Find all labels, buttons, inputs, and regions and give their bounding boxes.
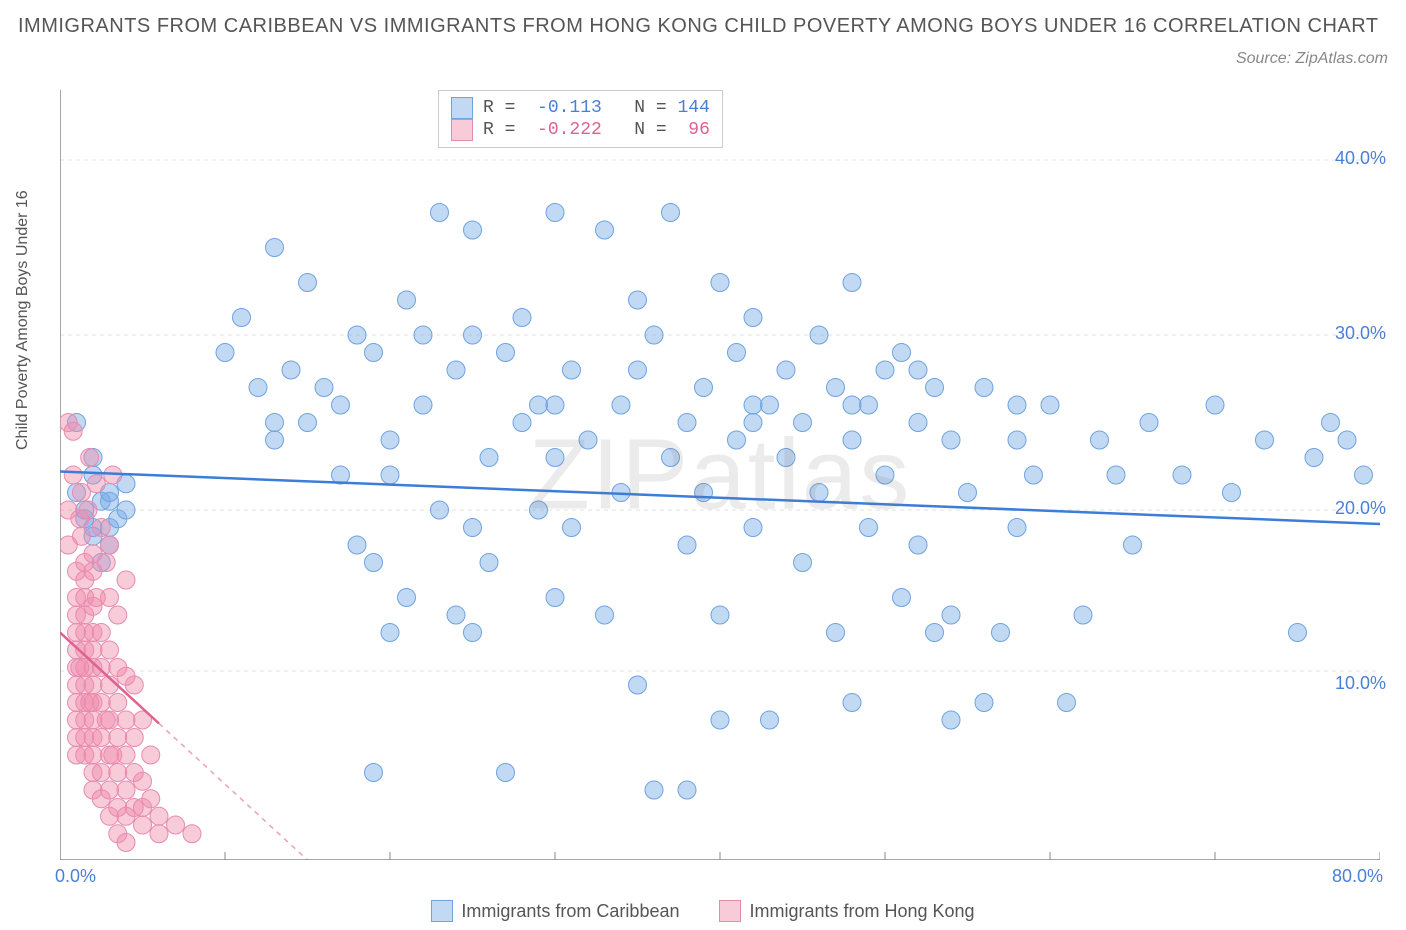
legend-swatch bbox=[451, 97, 473, 119]
legend-row: R = -0.222 N = 96 bbox=[451, 119, 710, 141]
chart-area: ZIPatlas bbox=[60, 90, 1380, 860]
legend-row: R = -0.113 N = 144 bbox=[451, 97, 710, 119]
stats-legend: R = -0.113 N = 144R = -0.222 N = 96 bbox=[438, 90, 723, 148]
x-tick-label: 80.0% bbox=[1332, 866, 1383, 887]
legend-item: Immigrants from Hong Kong bbox=[719, 900, 974, 922]
legend-swatch bbox=[719, 900, 741, 922]
y-tick-label: 20.0% bbox=[1335, 498, 1386, 519]
legend-label: Immigrants from Hong Kong bbox=[749, 901, 974, 922]
legend-swatch bbox=[431, 900, 453, 922]
legend-stats-text: R = -0.113 N = 144 bbox=[483, 98, 710, 118]
y-tick-label: 10.0% bbox=[1335, 673, 1386, 694]
y-tick-label: 30.0% bbox=[1335, 323, 1386, 344]
legend-stats-text: R = -0.222 N = 96 bbox=[483, 120, 710, 140]
legend-swatch bbox=[451, 119, 473, 141]
x-tick-label: 0.0% bbox=[55, 866, 96, 887]
scatter-chart bbox=[60, 90, 1380, 860]
y-tick-label: 40.0% bbox=[1335, 148, 1386, 169]
legend-item: Immigrants from Caribbean bbox=[431, 900, 679, 922]
legend-label: Immigrants from Caribbean bbox=[461, 901, 679, 922]
y-axis-label: Child Poverty Among Boys Under 16 bbox=[14, 190, 32, 450]
series-legend: Immigrants from Caribbean Immigrants from… bbox=[0, 900, 1406, 922]
chart-title: IMMIGRANTS FROM CARIBBEAN VS IMMIGRANTS … bbox=[18, 10, 1388, 42]
source-credit: Source: ZipAtlas.com bbox=[1236, 50, 1388, 68]
